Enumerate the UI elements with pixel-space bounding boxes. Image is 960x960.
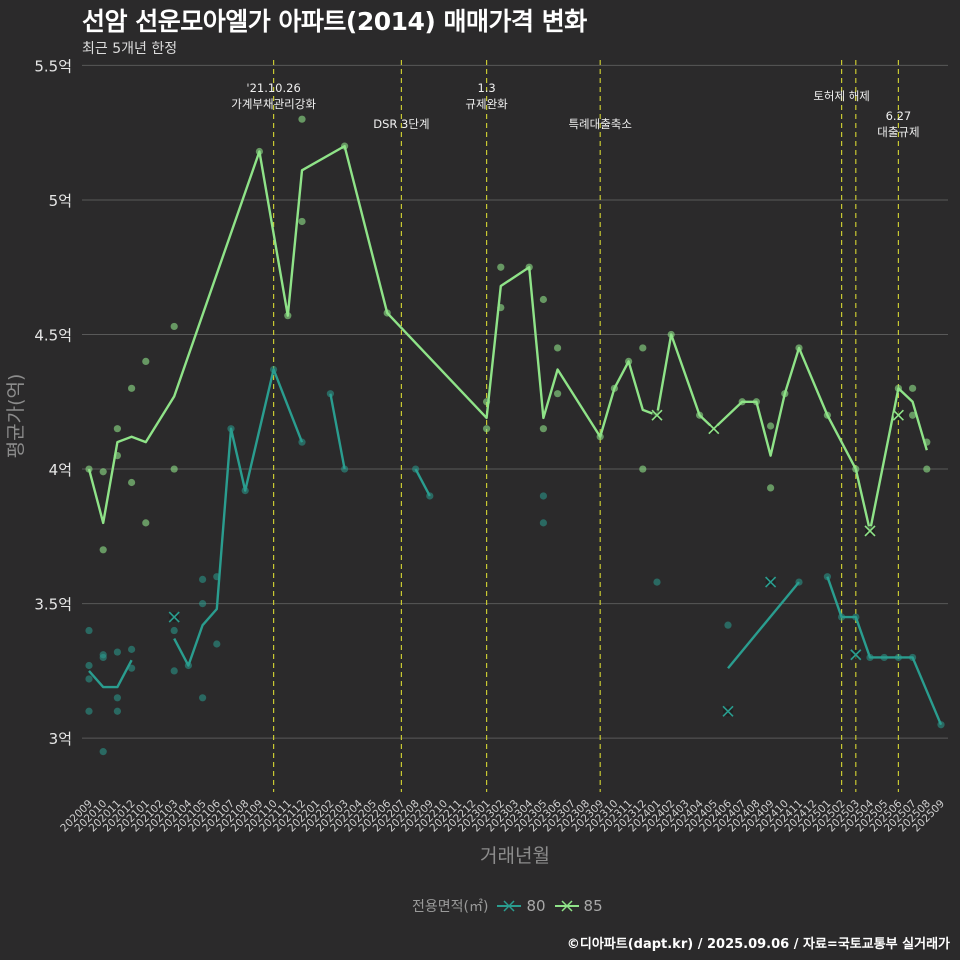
series-line	[88, 659, 133, 689]
legend-key-80-icon	[497, 900, 522, 912]
cross-marker	[892, 409, 904, 421]
event-label: DSR 3단계	[373, 117, 429, 131]
series-line	[329, 393, 346, 470]
data-point	[113, 648, 121, 656]
event-label: '21.10.26	[246, 81, 300, 95]
data-point	[142, 519, 150, 527]
event-label: 대출규제	[877, 125, 919, 139]
data-point	[909, 384, 917, 392]
y-tick-label: 3억	[49, 730, 72, 748]
data-point	[85, 626, 93, 635]
event-label: 가계부채관리강화	[231, 97, 316, 111]
data-point	[213, 640, 221, 648]
data-point	[113, 425, 121, 433]
data-point	[483, 425, 491, 433]
legend-label-80: 80	[526, 897, 546, 915]
data-point	[639, 465, 647, 473]
data-point	[923, 465, 931, 473]
data-point	[128, 478, 136, 487]
data-point	[554, 390, 562, 398]
data-point	[128, 645, 136, 653]
data-point	[128, 384, 136, 392]
data-point	[85, 675, 93, 683]
data-point	[99, 653, 107, 662]
cross-marker	[708, 423, 720, 435]
legend-title: 전용면적(㎡)	[412, 899, 489, 915]
cross-marker	[722, 705, 734, 717]
series-line	[173, 368, 304, 667]
data-point	[909, 411, 917, 419]
data-point	[85, 707, 93, 715]
cross-marker	[864, 525, 876, 537]
series-85	[85, 115, 931, 554]
data-point	[99, 546, 107, 554]
event-label: 토허제 해제	[813, 89, 870, 103]
data-point	[199, 575, 207, 583]
data-point	[170, 626, 178, 635]
x-axis-title: 거래년월	[480, 845, 550, 867]
series-80	[85, 365, 945, 756]
data-point	[142, 357, 150, 366]
legend-label-85: 85	[583, 897, 603, 915]
y-axis-title: 평균가(억)	[5, 374, 27, 459]
series-line	[87, 144, 928, 533]
data-point	[653, 578, 661, 586]
data-point	[170, 667, 178, 675]
data-point	[298, 115, 306, 123]
legend-item-85: 85	[554, 897, 603, 915]
cross-marker	[765, 576, 777, 588]
data-point	[199, 600, 207, 608]
y-tick-label: 5억	[49, 192, 72, 210]
legend-key-85-icon	[554, 900, 579, 912]
data-point	[128, 664, 136, 672]
legend-item-80: 80	[496, 897, 546, 915]
data-point	[298, 217, 306, 226]
series-line	[727, 581, 800, 669]
data-point	[99, 748, 107, 756]
y-tick-label: 4.5억	[34, 327, 72, 345]
data-point	[767, 422, 775, 430]
event-label: 6.27	[886, 109, 912, 123]
data-point	[539, 492, 548, 500]
event-label: 1.3	[477, 81, 495, 95]
data-point	[113, 707, 121, 715]
y-tick-label: 4억	[49, 461, 72, 479]
y-tick-label: 3.5억	[34, 596, 72, 614]
source-caption: ©디아파트(dapt.kr) / 2025.09.06 / 자료=국토교통부 실…	[566, 937, 950, 952]
series-line	[826, 576, 943, 726]
chart-subtitle: 최근 5개년 한정	[82, 41, 178, 57]
cross-marker	[168, 611, 180, 623]
legend: 전용면적(㎡) 80 85	[412, 896, 603, 916]
data-point	[170, 465, 178, 473]
cross-marker	[850, 649, 862, 661]
data-point	[99, 468, 107, 476]
series-line	[414, 468, 431, 497]
data-point	[724, 621, 732, 629]
data-point	[199, 694, 207, 702]
data-point	[170, 322, 178, 331]
data-point	[539, 519, 548, 527]
data-point	[539, 425, 548, 433]
data-point	[767, 484, 775, 492]
data-point	[639, 344, 647, 352]
data-point	[539, 295, 548, 304]
data-point	[85, 661, 93, 670]
y-tick-label: 5.5억	[34, 57, 72, 75]
cross-marker	[651, 409, 663, 421]
event-label: 특례대출축소	[568, 117, 631, 131]
data-point	[554, 344, 562, 352]
chart-title: 선암 선운모아엘가 아파트(2014) 매매가격 변화	[82, 7, 587, 36]
data-point	[113, 694, 121, 702]
data-point	[497, 263, 505, 271]
event-label: 규제완화	[465, 97, 508, 111]
